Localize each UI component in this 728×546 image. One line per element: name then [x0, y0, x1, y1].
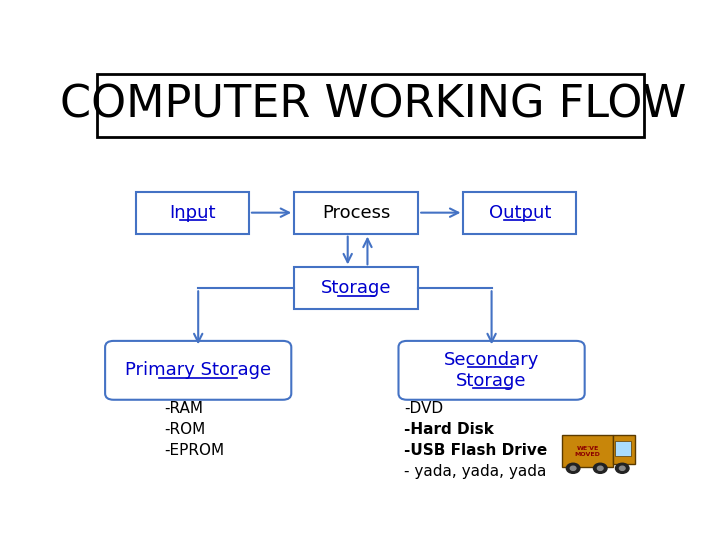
Text: COMPUTER WORKING FLOW: COMPUTER WORKING FLOW [60, 84, 687, 127]
Text: -USB Flash Drive: -USB Flash Drive [404, 443, 547, 458]
Text: -Hard Disk: -Hard Disk [404, 422, 494, 437]
Text: Storage: Storage [456, 372, 527, 390]
FancyBboxPatch shape [294, 192, 418, 234]
Text: Process: Process [322, 204, 390, 222]
Text: -EPROM: -EPROM [165, 443, 224, 458]
Circle shape [570, 466, 576, 471]
Text: -DVD: -DVD [404, 401, 443, 416]
Text: -ROM: -ROM [165, 422, 205, 437]
FancyBboxPatch shape [398, 341, 585, 400]
FancyBboxPatch shape [105, 341, 291, 400]
FancyBboxPatch shape [614, 436, 636, 464]
FancyBboxPatch shape [615, 441, 631, 456]
Circle shape [566, 463, 580, 473]
Text: WE'VE
MOVED: WE'VE MOVED [575, 446, 601, 457]
FancyBboxPatch shape [562, 436, 614, 467]
Text: -RAM: -RAM [165, 401, 203, 416]
Text: Input: Input [170, 204, 215, 222]
Circle shape [615, 463, 629, 473]
Text: Primary Storage: Primary Storage [125, 361, 272, 379]
FancyBboxPatch shape [294, 268, 418, 310]
FancyBboxPatch shape [136, 192, 249, 234]
Text: Output: Output [488, 204, 551, 222]
Text: Secondary: Secondary [444, 351, 539, 369]
FancyBboxPatch shape [97, 74, 644, 137]
Text: - yada, yada, yada: - yada, yada, yada [404, 464, 547, 479]
FancyBboxPatch shape [464, 192, 577, 234]
Circle shape [598, 466, 603, 471]
Circle shape [620, 466, 625, 471]
Text: Storage: Storage [321, 280, 392, 298]
Circle shape [593, 463, 607, 473]
